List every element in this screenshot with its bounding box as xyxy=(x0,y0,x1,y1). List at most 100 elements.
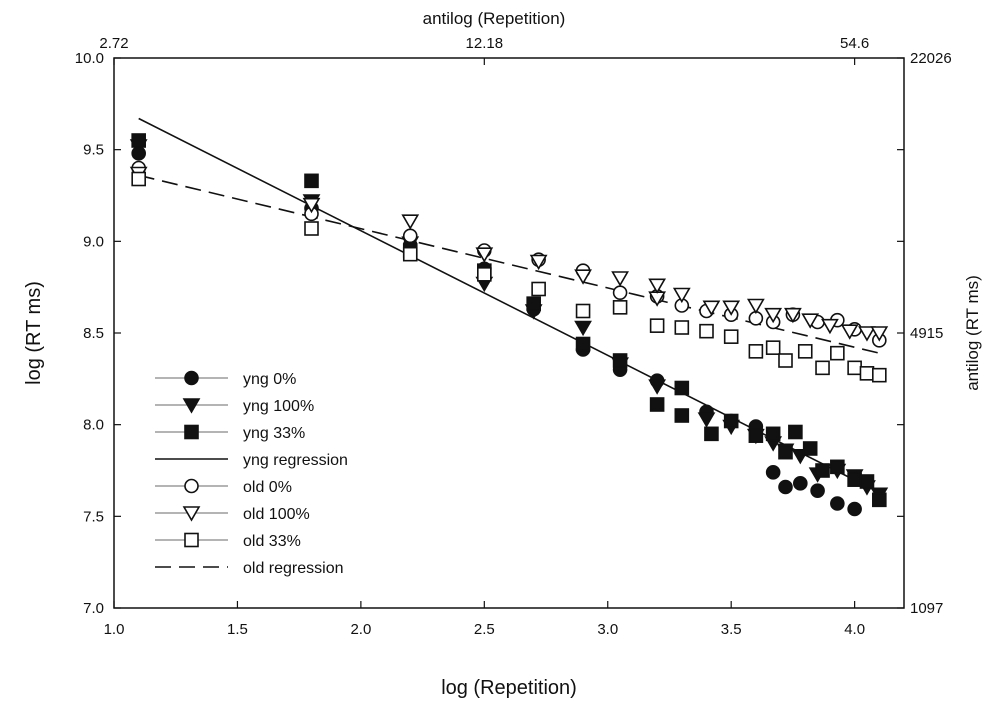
legend-marker-yng-33- xyxy=(184,424,199,440)
point-yng-33- xyxy=(788,424,803,440)
point-old-33- xyxy=(531,281,546,297)
x-axis-title: log (Repetition) xyxy=(441,677,577,699)
point-old-33- xyxy=(575,303,591,319)
point-old-100- xyxy=(840,324,859,340)
legend-label-old-100-: old 100% xyxy=(243,506,310,523)
top-axis-title: antilog (Repetition) xyxy=(423,9,566,28)
x-tick-label: 3.0 xyxy=(597,621,618,638)
y-axis-title: log (RT ms) xyxy=(23,281,45,385)
legend-marker-old-33- xyxy=(184,532,199,548)
top-tick-label: 12.18 xyxy=(466,35,504,52)
y-tick-label: 8.0 xyxy=(83,417,104,434)
legend-marker-old-100- xyxy=(182,506,201,522)
right-tick-label: 4915 xyxy=(910,325,943,342)
x-tick-label: 2.0 xyxy=(350,621,371,638)
point-old-33- xyxy=(699,323,714,339)
point-old-100- xyxy=(784,307,802,324)
point-yng-33- xyxy=(802,441,818,456)
point-old-100- xyxy=(702,300,721,316)
point-yng-0- xyxy=(793,476,808,491)
point-old-33- xyxy=(797,344,813,359)
right-axis-title: antilog (RT ms) xyxy=(963,275,982,391)
point-yng-33- xyxy=(649,397,665,412)
y-tick-label: 8.5 xyxy=(83,325,104,342)
point-old-33- xyxy=(612,300,628,315)
point-yng-0- xyxy=(778,479,793,495)
point-yng-33- xyxy=(765,426,781,442)
point-old-100- xyxy=(764,307,783,324)
point-yng-33- xyxy=(704,426,719,442)
point-old-33- xyxy=(477,267,492,282)
point-yng-33- xyxy=(830,459,845,475)
point-old-33- xyxy=(778,353,793,368)
point-yng-33- xyxy=(674,408,690,423)
point-old-100- xyxy=(529,254,548,271)
legend-label-old-0-: old 0% xyxy=(243,479,292,496)
point-yng-0- xyxy=(847,501,862,517)
legend-marker-old-0- xyxy=(184,478,199,494)
point-old-100- xyxy=(858,326,876,342)
point-old-100- xyxy=(722,300,741,316)
legend-label-old-33-: old 33% xyxy=(243,533,301,550)
point-old-33- xyxy=(830,345,845,361)
legend-label-old-regression: old regression xyxy=(243,560,344,577)
point-yng-100- xyxy=(697,412,716,428)
point-old-33- xyxy=(872,367,887,383)
point-old-33- xyxy=(131,171,146,187)
top-tick-label: 54.6 xyxy=(840,35,869,52)
y-tick-label: 10.0 xyxy=(75,50,104,67)
point-yng-33- xyxy=(304,173,319,189)
point-yng-100- xyxy=(574,320,592,337)
point-old-33- xyxy=(674,320,690,335)
point-yng-33- xyxy=(131,133,146,148)
point-yng-0- xyxy=(765,465,781,480)
top-tick-label: 2.72 xyxy=(99,35,128,52)
point-old-0- xyxy=(612,285,628,300)
point-yng-33- xyxy=(847,472,862,487)
point-old-100- xyxy=(672,287,691,304)
point-old-33- xyxy=(765,340,781,355)
point-yng-33- xyxy=(723,413,739,429)
legend-label-yng-regression: yng regression xyxy=(243,452,348,469)
point-old-100- xyxy=(611,271,629,287)
legend-label-yng-100-: yng 100% xyxy=(243,398,314,415)
point-old-33- xyxy=(402,246,418,262)
point-old-100- xyxy=(648,278,667,294)
legend-label-yng-33-: yng 33% xyxy=(243,425,305,442)
point-old-100- xyxy=(821,318,839,335)
point-old-100- xyxy=(746,298,765,315)
point-old-33- xyxy=(859,366,875,381)
legend-marker-yng-100- xyxy=(182,398,201,414)
point-yng-100- xyxy=(648,379,667,395)
point-old-100- xyxy=(475,247,494,263)
y-tick-label: 9.0 xyxy=(83,233,104,250)
point-yng-33- xyxy=(815,463,830,478)
x-tick-label: 1.5 xyxy=(227,621,248,638)
y-tick-label: 9.5 xyxy=(83,142,104,159)
point-yng-33- xyxy=(674,380,690,396)
tick-label-group: 1.0 1.5 2.0 2.5 3.0 3.5 4.0 7.0 7.5 8.0 8.5 9.0 9.5 1… xyxy=(75,35,952,638)
point-old-100- xyxy=(574,269,592,285)
point-old-100- xyxy=(302,197,321,214)
point-old-33- xyxy=(847,360,862,376)
point-yng-0- xyxy=(830,496,845,511)
x-tick-label: 2.5 xyxy=(474,621,495,638)
right-tick-label: 1097 xyxy=(910,600,943,617)
point-old-33- xyxy=(304,221,319,236)
point-yng-33- xyxy=(859,474,875,489)
point-old-33- xyxy=(723,329,739,344)
point-yng-33- xyxy=(612,353,628,368)
point-yng-33- xyxy=(748,428,764,443)
data-markers xyxy=(129,133,889,517)
point-old-33- xyxy=(815,360,830,376)
point-yng-33- xyxy=(526,296,541,311)
point-old-33- xyxy=(649,318,665,333)
tick-group xyxy=(113,57,904,609)
point-yng-33- xyxy=(872,492,887,508)
point-old-100- xyxy=(801,313,820,329)
x-tick-label: 3.5 xyxy=(721,621,742,638)
legend-marker-yng-0- xyxy=(184,370,199,386)
point-old-0- xyxy=(402,228,418,244)
